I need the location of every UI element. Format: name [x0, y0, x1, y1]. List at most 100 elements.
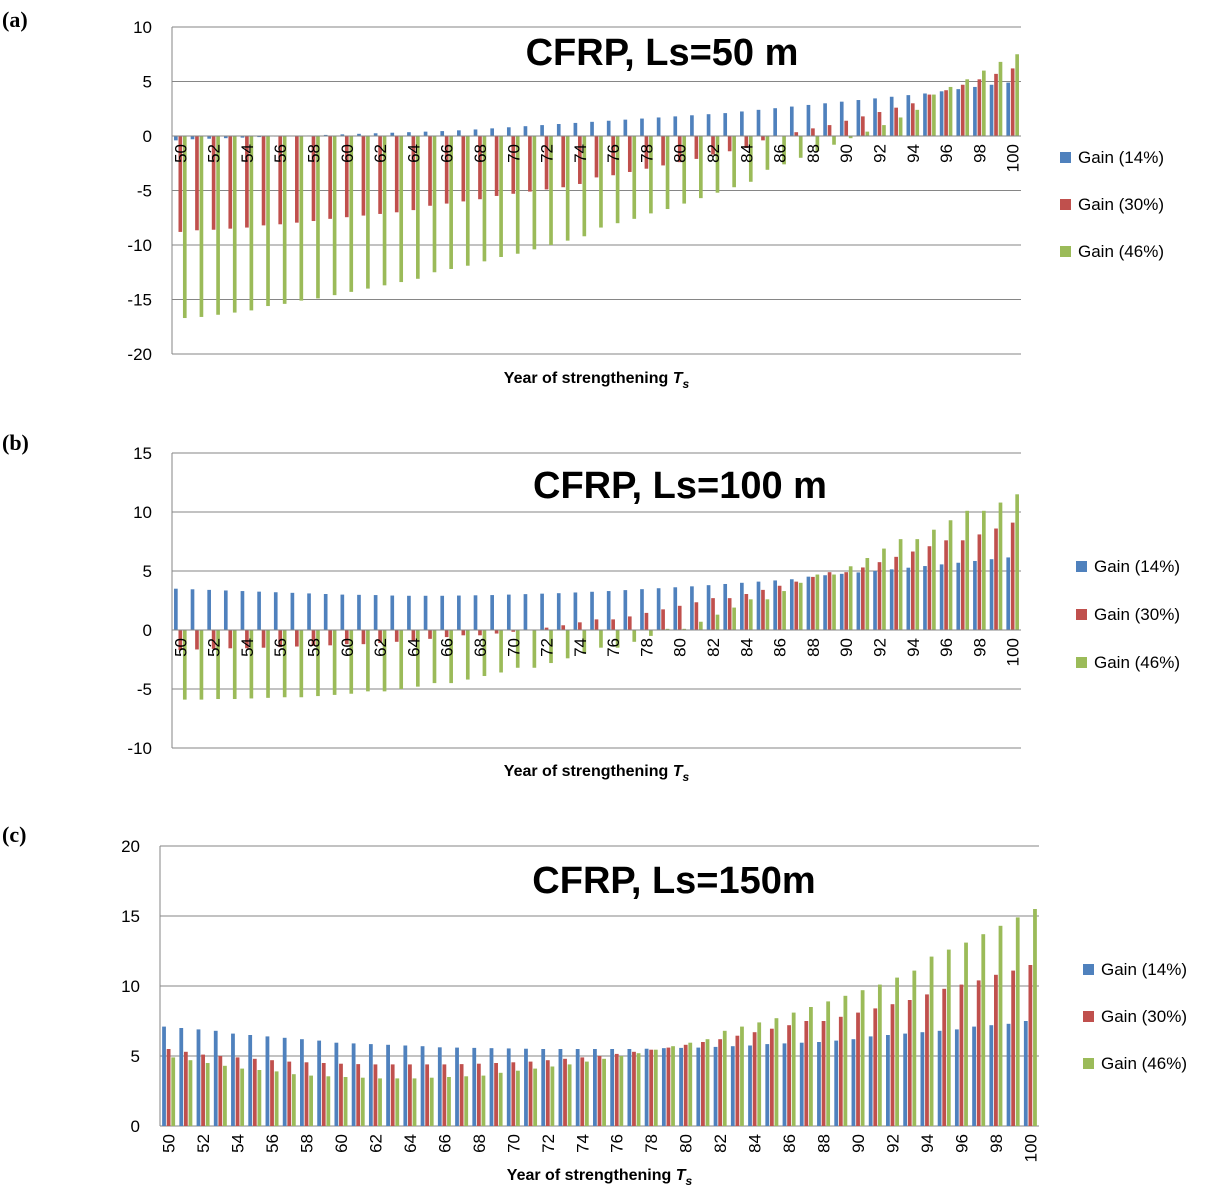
- bar-gain-46--97: [965, 510, 970, 630]
- bar-gain-14--94: [920, 1032, 925, 1126]
- legend-entry: Gain (30%): [1094, 605, 1180, 624]
- bar-gain-46--58: [309, 1075, 313, 1126]
- x-axis-label: Year of strengthening Ts: [504, 763, 690, 784]
- bar-gain-46--51: [199, 630, 204, 700]
- bar-gain-30--98: [977, 534, 982, 630]
- x-axis-label-variable: T: [673, 370, 684, 387]
- bar-gain-46--58: [316, 136, 320, 299]
- chart-title: CFRP, Ls=50 m: [526, 32, 799, 74]
- bar-gain-30--95: [942, 988, 947, 1126]
- bar-gain-14--78: [644, 1048, 649, 1126]
- bar-gain-14--71: [524, 1048, 528, 1126]
- bar-gain-14--93: [889, 569, 894, 630]
- x-tick-label: 70: [504, 638, 523, 657]
- bar-gain-30--97: [960, 540, 965, 630]
- bar-gain-30--60: [344, 136, 349, 218]
- bar-gain-46--99: [998, 502, 1003, 630]
- bar-gain-14--74: [573, 592, 578, 630]
- bar-gain-46--86: [782, 136, 786, 165]
- bar-gain-14--100: [1023, 1021, 1028, 1126]
- bar-gain-46--96: [964, 942, 968, 1126]
- bar-gain-14--76: [606, 591, 611, 630]
- x-tick-label: 98: [970, 144, 989, 163]
- bar-gain-14--61: [357, 133, 361, 136]
- x-tick-label: 84: [746, 1134, 765, 1153]
- bar-gain-30--72: [544, 627, 549, 630]
- bar-gain-14--72: [540, 593, 544, 630]
- x-tick-label: 100: [1004, 638, 1023, 666]
- x-tick-label: 58: [305, 144, 324, 163]
- bar-gain-30--60: [339, 1063, 343, 1126]
- bar-gain-14--85: [756, 109, 761, 136]
- bar-gain-30--91: [861, 567, 865, 630]
- bar-gain-14--96: [939, 91, 944, 136]
- bar-gain-14--72: [541, 1049, 546, 1126]
- bar-gain-30--75: [594, 136, 599, 178]
- x-tick-label: 92: [871, 638, 890, 657]
- x-tick-label: 82: [704, 638, 723, 657]
- bar-gain-14--68: [472, 1047, 477, 1126]
- bar-gain-14--83: [730, 1046, 735, 1126]
- bar-gain-46--75: [599, 630, 603, 648]
- bar-gain-14--67: [457, 130, 461, 136]
- bar-gain-46--83: [732, 136, 736, 188]
- bar-gain-14--68: [473, 129, 478, 136]
- bar-gain-30--65: [428, 630, 432, 639]
- legend-swatch: [1083, 1011, 1094, 1022]
- x-tick-label: 94: [904, 144, 923, 163]
- x-axis-label-text: Year of strengthening: [504, 370, 673, 387]
- bar-gain-14--54: [231, 1033, 235, 1126]
- bar-gain-14--90: [851, 1039, 856, 1126]
- bar-gain-30--50: [166, 1049, 171, 1126]
- bar-gain-46--90: [860, 990, 865, 1126]
- x-tick-label: 88: [804, 638, 823, 657]
- panel-label: (c): [2, 822, 26, 847]
- bar-gain-14--89: [823, 575, 827, 630]
- x-tick-label: 66: [438, 638, 457, 657]
- bar-gain-14--99: [1006, 1023, 1011, 1126]
- bar-gain-30--62: [378, 136, 382, 214]
- chart-title: CFRP, Ls=150m: [532, 860, 815, 902]
- bar-gain-46--83: [732, 607, 736, 630]
- bar-gain-30--59: [328, 630, 332, 646]
- bar-gain-14--61: [357, 594, 361, 630]
- y-tick-label: -10: [127, 739, 152, 758]
- bar-gain-46--63: [395, 1078, 400, 1126]
- bar-gain-30--99: [1011, 970, 1016, 1126]
- bar-gain-46--76: [619, 1056, 624, 1126]
- bar-gain-14--92: [873, 571, 877, 630]
- bar-gain-46--87: [798, 136, 803, 158]
- bar-gain-30--60: [344, 630, 349, 645]
- bar-gain-30--66: [444, 136, 449, 204]
- bar-gain-30--63: [394, 136, 399, 213]
- bar-gain-46--62: [382, 630, 387, 692]
- bar-gain-14--68: [473, 595, 478, 630]
- bar-gain-14--93: [889, 96, 894, 136]
- x-tick-label: 98: [970, 638, 989, 657]
- bar-gain-46--50: [171, 1057, 176, 1126]
- bar-gain-30--88: [811, 576, 815, 630]
- bar-gain-46--62: [382, 136, 387, 286]
- bar-gain-30--84: [744, 136, 749, 148]
- bar-gain-30--81: [694, 602, 699, 630]
- bar-gain-30--82: [718, 1039, 723, 1126]
- bar-gain-46--91: [877, 984, 882, 1126]
- bar-gain-14--59: [317, 1040, 322, 1126]
- x-tick-label: 56: [271, 638, 290, 657]
- bar-gain-46--100: [1015, 54, 1019, 136]
- x-axis-label-subscript: s: [683, 770, 690, 784]
- bar-gain-46--95: [932, 529, 936, 630]
- bar-gain-14--99: [989, 84, 994, 136]
- bar-gain-30--70: [511, 1062, 516, 1126]
- bar-gain-14--62: [368, 1044, 373, 1126]
- bar-gain-14--97: [956, 562, 961, 630]
- bar-gain-14--74: [575, 1049, 580, 1126]
- bar-gain-30--100: [1028, 965, 1033, 1126]
- bar-gain-30--100: [1010, 522, 1015, 630]
- bar-gain-14--69: [489, 1048, 494, 1126]
- bar-gain-14--51: [179, 1028, 184, 1126]
- bar-gain-30--76: [614, 1053, 619, 1126]
- x-axis-label-text: Year of strengthening: [507, 1167, 676, 1184]
- bar-gain-46--66: [449, 630, 453, 684]
